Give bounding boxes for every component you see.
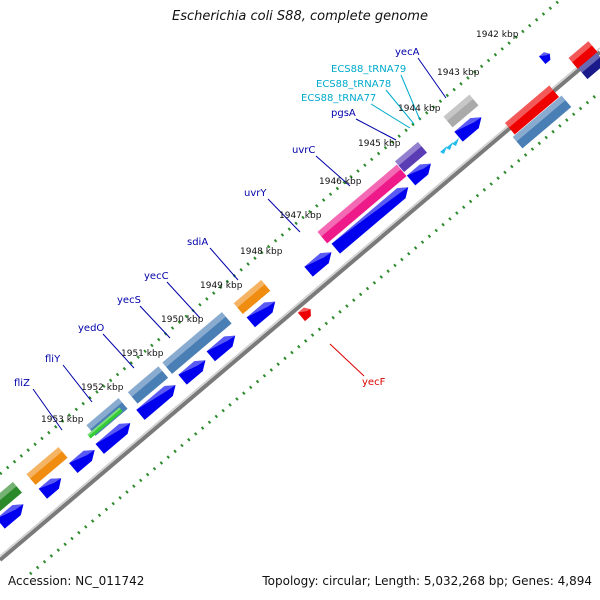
leader-line-uvrC: [315, 155, 351, 187]
gene-label-ECS88_tRNA79[interactable]: ECS88_tRNA79: [331, 64, 406, 75]
gene-left-box[interactable]: [0, 481, 22, 513]
tick-label-1947: 1947 kbp: [279, 211, 322, 221]
gene-yecS-box[interactable]: [127, 366, 169, 404]
gene-arrow-7[interactable]: [178, 355, 209, 385]
gene-label-uvrC[interactable]: uvrC: [292, 145, 315, 156]
gene-red-2[interactable]: [568, 41, 598, 69]
inner-tick-dots: [29, 90, 600, 576]
genome-backbone-highlight: [0, 47, 600, 557]
tick-label-1951: 1951 kbp: [121, 349, 164, 359]
leader-line-ECS88_tRNA78: [385, 89, 415, 125]
trna-markers[interactable]: [440, 138, 459, 154]
tick-labels: 1942 kbp 1943 kbp 1944 kbp 1945 kbp 1946 kbp…: [41, 30, 519, 425]
gene-arrow-8[interactable]: [136, 380, 180, 420]
leader-line-yecF: [329, 343, 365, 377]
gene-fliY-box[interactable]: [87, 407, 123, 439]
leader-line-uvrY: [267, 198, 301, 233]
topology-summary: Topology: circular; Length: 5,032,268 bp…: [262, 574, 592, 588]
gene-labels: yecA ECS88_tRNA79 ECS88_tRNA78 ECS88_tRNA77…: [14, 47, 447, 431]
gene-label-sdiA[interactable]: sdiA: [187, 237, 208, 248]
leader-line-yecS: [139, 305, 171, 339]
accession-label: Accession: NC_011742: [8, 574, 145, 588]
gene-features: [0, 41, 600, 529]
gene-label-yedO[interactable]: yedO: [78, 323, 104, 334]
gene-label-yecS[interactable]: yecS: [117, 295, 141, 306]
gene-yecA-box[interactable]: [443, 94, 479, 128]
leader-line-yedO: [102, 333, 135, 369]
gene-label-yecA[interactable]: yecA: [395, 47, 420, 58]
tick-label-1953: 1953 kbp: [41, 415, 84, 425]
gene-label-yecF[interactable]: yecF: [362, 377, 386, 388]
tick-label-1949: 1949 kbp: [200, 281, 243, 291]
tick-label-1952: 1952 kbp: [81, 383, 124, 393]
gene-yecF-box[interactable]: [297, 305, 314, 322]
gene-sdiA-box[interactable]: [233, 280, 271, 314]
leader-line-fliZ: [32, 388, 63, 431]
gene-label-yecC[interactable]: yecC: [144, 271, 169, 282]
gene-arrow-3[interactable]: [331, 182, 413, 254]
leader-line-fliY: [62, 364, 93, 403]
gene-pgsA-box[interactable]: [395, 141, 427, 173]
leader-line-pgsA: [355, 118, 397, 141]
leader-line-ECS88_tRNA79: [400, 74, 421, 121]
gene-arrow-11[interactable]: [38, 473, 66, 499]
tick-label-1946: 1946 kbp: [319, 177, 362, 187]
genome-title: Escherichia coli S88, complete genome: [172, 9, 428, 24]
gene-arrow-5[interactable]: [246, 297, 280, 328]
tick-label-1945: 1945 kbp: [358, 139, 401, 149]
gene-arrow-12[interactable]: [0, 499, 28, 529]
gene-label-fliY[interactable]: fliY: [45, 354, 61, 365]
gene-arrow-4[interactable]: [304, 247, 335, 277]
tick-label-1942: 1942 kbp: [476, 30, 519, 40]
tick-label-1950: 1950 kbp: [161, 315, 204, 325]
gene-arrow-9[interactable]: [95, 418, 135, 454]
gene-yecC-box[interactable]: [162, 312, 232, 374]
gene-arrow-10[interactable]: [69, 445, 99, 474]
gene-label-ECS88_tRNA77[interactable]: ECS88_tRNA77: [301, 93, 376, 104]
tick-label-1948: 1948 kbp: [240, 247, 283, 257]
gene-label-pgsA[interactable]: pgsA: [331, 108, 356, 119]
leader-line-yecA: [417, 57, 447, 99]
tick-label-1943: 1943 kbp: [437, 68, 480, 78]
gene-yedO-box[interactable]: [86, 398, 128, 436]
gene-navy-1[interactable]: [578, 52, 600, 80]
leader-line-ECS88_tRNA77: [370, 103, 411, 129]
gene-arrow-1[interactable]: [454, 112, 485, 142]
gene-uvrC-box[interactable]: [317, 164, 407, 244]
gene-steelblue-1[interactable]: [512, 95, 572, 149]
genome-backbone: [0, 50, 600, 562]
gene-label-uvrY[interactable]: uvrY: [244, 188, 267, 199]
gene-label-fliZ[interactable]: fliZ: [14, 378, 30, 389]
gene-small-blue[interactable]: [538, 50, 553, 65]
tick-label-1944: 1944 kbp: [398, 104, 441, 114]
gene-fliZ-box[interactable]: [26, 447, 68, 485]
leader-line-yecC: [166, 281, 201, 319]
gene-label-ECS88_tRNA78[interactable]: ECS88_tRNA78: [316, 79, 391, 90]
gene-arrow-2[interactable]: [406, 159, 435, 186]
leader-line-sdiA: [209, 247, 239, 281]
gene-arrow-6[interactable]: [206, 331, 240, 362]
gene-red-1[interactable]: [505, 85, 559, 135]
